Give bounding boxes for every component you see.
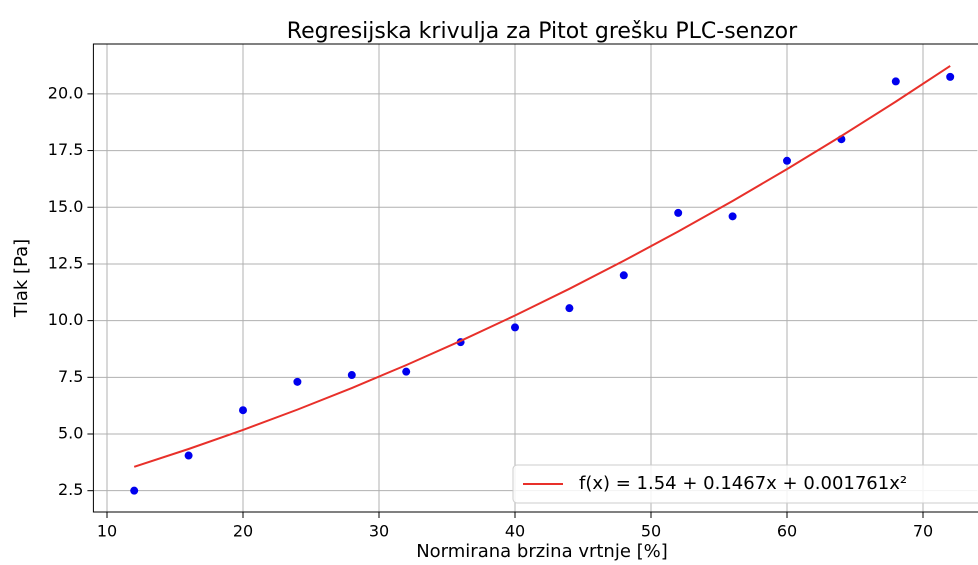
chart-title: Regresijska krivulja za Pitot grešku PLC… bbox=[287, 19, 798, 44]
x-tick-label: 70 bbox=[913, 522, 933, 541]
data-point bbox=[402, 367, 411, 376]
data-point bbox=[347, 371, 356, 380]
plot-frame bbox=[92, 43, 978, 513]
data-point bbox=[891, 77, 900, 86]
legend-label: f(x) = 1.54 + 0.1467x + 0.001761x² bbox=[579, 473, 907, 494]
y-tick-label: 17.5 bbox=[48, 140, 84, 159]
legend-box bbox=[512, 464, 978, 504]
y-tick-label: 15.0 bbox=[48, 197, 84, 216]
data-point bbox=[293, 377, 302, 386]
y-tick-label: 20.0 bbox=[48, 83, 84, 102]
data-point bbox=[619, 271, 628, 280]
data-point bbox=[728, 212, 737, 221]
y-tick-label: 10.0 bbox=[48, 310, 84, 329]
y-axis-label: Tlak [Pa] bbox=[11, 239, 32, 318]
y-tick-label: 5.0 bbox=[58, 424, 83, 443]
data-point bbox=[130, 486, 139, 495]
data-point bbox=[946, 72, 955, 81]
data-point bbox=[783, 156, 791, 165]
x-tick-label: 20 bbox=[233, 522, 253, 541]
data-point bbox=[565, 304, 574, 313]
y-tick-label: 2.5 bbox=[58, 480, 83, 499]
x-tick-label: 10 bbox=[97, 522, 117, 541]
x-tick-label: 60 bbox=[777, 522, 797, 541]
data-point bbox=[184, 451, 193, 460]
legend: f(x) = 1.54 + 0.1467x + 0.001761x² bbox=[512, 464, 978, 504]
data-point bbox=[674, 208, 683, 217]
x-axis-label: Normirana brzina vrtnje [%] bbox=[416, 541, 668, 562]
y-tick-label: 7.5 bbox=[58, 367, 83, 386]
x-tick-label: 50 bbox=[641, 522, 661, 541]
fit-line bbox=[133, 65, 951, 468]
data-point bbox=[239, 406, 247, 415]
data-point bbox=[511, 323, 519, 332]
y-tick-label: 12.5 bbox=[48, 253, 84, 272]
x-tick-label: 40 bbox=[505, 522, 525, 541]
x-tick-label: 30 bbox=[369, 522, 389, 541]
